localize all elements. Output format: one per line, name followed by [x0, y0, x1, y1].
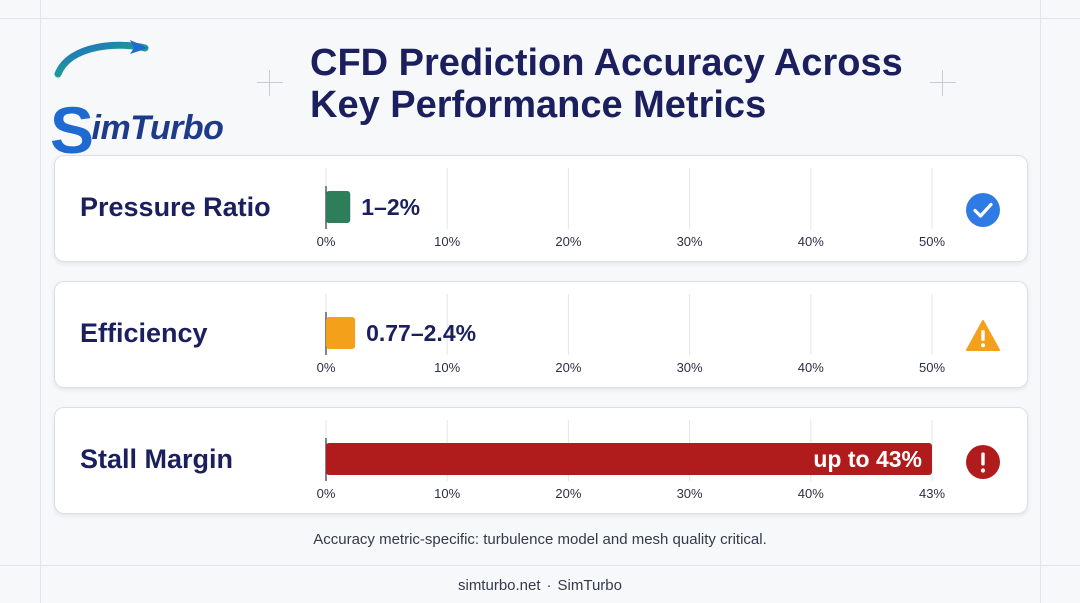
- logo-rest: imTurbo: [91, 109, 224, 147]
- tick-label: 30%: [677, 360, 703, 375]
- tick-label: 40%: [798, 486, 824, 501]
- bg-gridline: [0, 565, 1080, 566]
- tick-label: 20%: [555, 486, 581, 501]
- tick-label: 10%: [434, 360, 460, 375]
- metric-plot: 0% 10% 20% 30% 40% 50% 0.77–2.4%: [317, 294, 945, 375]
- metric-plot: 0% 10% 20% 30% 40% 50% 1–2%: [317, 168, 945, 249]
- data-bar: [326, 317, 356, 349]
- metric-label: Stall Margin: [80, 444, 234, 474]
- tick-label: 30%: [677, 486, 703, 501]
- tick-label: 0%: [317, 234, 336, 249]
- page-title: CFD Prediction Accuracy Across Key Perfo…: [310, 42, 903, 126]
- metric-card-efficiency: Efficiency 0% 10% 20% 30% 40% 50% 0.77–2.4%: [54, 281, 1028, 388]
- tick-label: 50%: [919, 360, 945, 375]
- footer-separator: ·: [546, 577, 552, 594]
- footer: simturbo.net · SimTurbo: [0, 577, 1080, 594]
- tick-label: 10%: [434, 486, 460, 501]
- crosshair-mark: [257, 70, 283, 96]
- tick-label: 0%: [317, 360, 336, 375]
- tick-label: 0%: [317, 486, 336, 501]
- metric-label: Efficiency: [80, 318, 208, 348]
- metric-card-pressure-ratio: Pressure Ratio 0% 10% 20% 30% 40% 50% 1–2%: [54, 155, 1028, 262]
- check-circle-icon: [966, 193, 1000, 227]
- footer-brand: SimTurbo: [557, 577, 622, 594]
- logo-initial: S: [50, 93, 94, 167]
- logo-text: SimTurbo: [50, 78, 224, 167]
- footnote: Accuracy metric-specific: turbulence mod…: [313, 531, 767, 548]
- warning-triangle-icon: [966, 320, 1000, 351]
- metric-plot: 0% 10% 20% 30% 40% 43% up to 43%: [317, 420, 945, 501]
- crosshair-mark: [930, 70, 956, 96]
- data-label: 1–2%: [361, 194, 420, 220]
- tick-label: 30%: [677, 234, 703, 249]
- tick-label: 40%: [798, 234, 824, 249]
- tick-label: 20%: [555, 360, 581, 375]
- data-label: 0.77–2.4%: [366, 320, 476, 346]
- brand-logo: SimTurbo: [50, 34, 250, 167]
- tick-label: 50%: [919, 234, 945, 249]
- error-circle-icon: [966, 445, 1000, 479]
- metric-card-stall-margin: Stall Margin 0% 10% 20% 30% 40% 43% up to 43%: [54, 407, 1028, 514]
- bg-gridline: [0, 18, 1080, 19]
- metric-label: Pressure Ratio: [80, 192, 271, 222]
- tick-label: 43%: [919, 486, 945, 501]
- footer-site-link[interactable]: simturbo.net: [457, 577, 541, 594]
- bg-gridline: [40, 0, 41, 603]
- tick-label: 10%: [434, 234, 460, 249]
- tick-label: 20%: [555, 234, 581, 249]
- data-bar: [326, 443, 932, 475]
- airplane-swoosh-icon: [54, 40, 149, 78]
- data-label: up to 43%: [813, 446, 922, 472]
- tick-label: 40%: [798, 360, 824, 375]
- data-bar: [326, 191, 351, 223]
- bg-gridline: [1040, 0, 1041, 603]
